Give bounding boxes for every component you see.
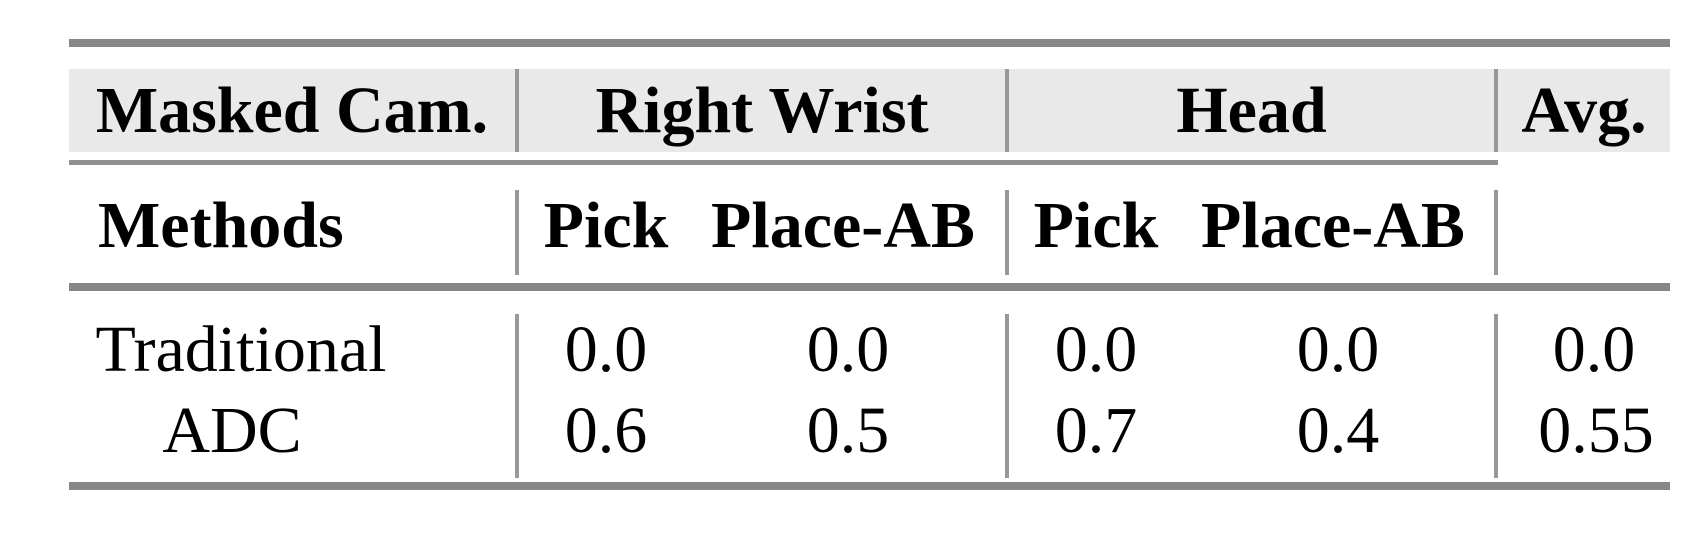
subheader-head-pick: Pick xyxy=(1033,189,1159,262)
top-rule xyxy=(69,39,1670,47)
cell-adc-right-wrist-place-ab: 0.5 xyxy=(806,394,890,467)
cell-adc-head-place-ab: 0.4 xyxy=(1296,394,1380,467)
cell-traditional-head-pick: 0.0 xyxy=(1054,313,1138,386)
column-divider-band-2 xyxy=(1005,69,1009,152)
column-divider-band-3 xyxy=(1494,69,1498,152)
header-avg: Avg. xyxy=(1521,74,1647,147)
header-right-wrist: Right Wrist xyxy=(595,74,929,147)
subheader-head-place-ab: Place-AB xyxy=(1201,189,1465,262)
row-label-traditional: Traditional xyxy=(95,313,387,386)
column-divider-body-2 xyxy=(1005,314,1009,478)
column-divider-band-1 xyxy=(515,69,519,152)
column-divider-row2-3 xyxy=(1494,190,1498,275)
header-methods: Methods xyxy=(98,189,344,262)
header-separator-rule xyxy=(69,160,1498,165)
subheader-right-wrist-place-ab: Place-AB xyxy=(711,189,975,262)
header-masked-cam: Masked Cam. xyxy=(95,74,489,147)
column-divider-body-3 xyxy=(1494,314,1498,478)
row-label-adc: ADC xyxy=(162,394,302,467)
column-divider-row2-1 xyxy=(515,190,519,275)
column-divider-row2-2 xyxy=(1005,190,1009,275)
subheader-right-wrist-pick: Pick xyxy=(543,189,669,262)
column-divider-body-1 xyxy=(515,314,519,478)
header-band xyxy=(69,69,1670,152)
cell-adc-head-pick: 0.7 xyxy=(1054,394,1138,467)
cell-traditional-right-wrist-pick: 0.0 xyxy=(564,313,648,386)
cell-adc-avg: 0.55 xyxy=(1538,394,1654,467)
cell-traditional-right-wrist-place-ab: 0.0 xyxy=(806,313,890,386)
mid-rule xyxy=(69,283,1670,291)
cell-adc-right-wrist-pick: 0.6 xyxy=(564,394,648,467)
bottom-rule xyxy=(69,482,1670,490)
cell-traditional-avg: 0.0 xyxy=(1552,313,1636,386)
cell-traditional-head-place-ab: 0.0 xyxy=(1296,313,1380,386)
header-head: Head xyxy=(1176,74,1327,147)
